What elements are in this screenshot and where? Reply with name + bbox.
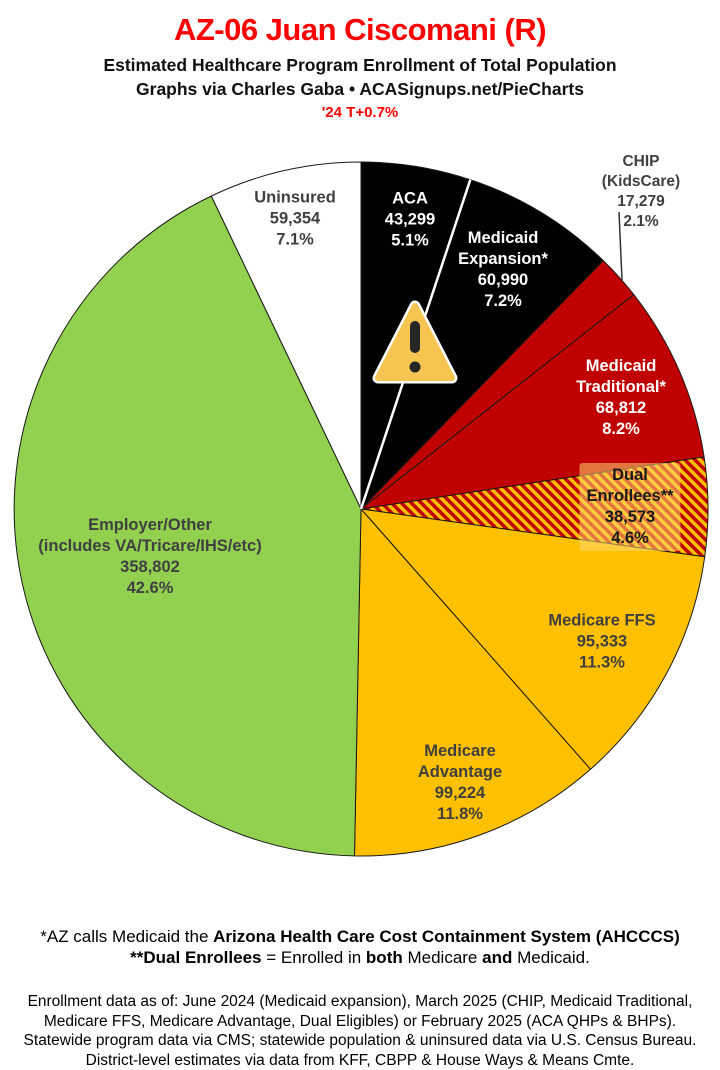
slice-label-medicaid-expansion: Medicaid Expansion* 60,990 7.2% (458, 229, 548, 310)
source-line: Enrollment data as of: June 2024 (Medica… (27, 993, 693, 1010)
pie-slice-medicare-ffs (360, 508, 706, 770)
text-run: **Dual Enrollees (130, 948, 262, 967)
source-line: Medicare FFS, Medicare Advantage, Dual E… (43, 1012, 677, 1030)
text-run: *AZ calls Medicaid the (40, 927, 214, 946)
slice-label-aca: ACA 43,299 5.1% (384, 189, 436, 250)
source-line: Statewide program data via CMS; statewid… (23, 1032, 697, 1049)
chart-byline: Graphs via Charles Gaba • ACASignups.net… (136, 79, 584, 99)
pie-slice-medicaid-expansion (360, 179, 604, 510)
text-run: Arizona Health Care Cost Containment Sys… (213, 927, 680, 946)
chip-leader-line (618, 211, 623, 281)
slice-label-medicaid-traditional: Medicaid Traditional* 68,812 8.2% (576, 357, 666, 438)
slice-label-uninsured: Uninsured 59,354 7.1% (254, 188, 336, 249)
pie-slice-uninsured (210, 161, 362, 510)
header: AZ-06 Juan Ciscomani (R) Estimated Healt… (0, 0, 720, 121)
warning-icon-exclamation-dot (409, 361, 421, 373)
source-line: District-level estimates via data from K… (85, 1051, 635, 1069)
slice-label-medicare-advantage: Medicare Advantage 99,224 11.8% (417, 742, 503, 823)
text-run: and (482, 948, 513, 967)
slice-label-medicare-ffs: Medicare FFS 95,333 11.3% (548, 611, 656, 672)
chart-subtitle: Estimated Healthcare Program Enrollment … (103, 55, 617, 75)
warning-icon (372, 300, 458, 384)
trend-annotation: '24 T+0.7% (321, 104, 399, 121)
data-source-notes: Enrollment data as of: June 2024 (Medica… (0, 992, 720, 1070)
footer: *AZ calls Medicaid the Arizona Health Ca… (0, 926, 720, 1070)
text-run: = Enrolled in (261, 948, 366, 967)
warning-icon-exclamation-bar (410, 321, 420, 353)
text-run: Medicare (402, 948, 483, 967)
footnote-ahcccs: *AZ calls Medicaid the Arizona Health Ca… (0, 926, 720, 947)
text-run: Medicaid. (512, 948, 590, 967)
slice-label-dual-enrollees: Dual Enrollees** 38,573 4.6% (579, 463, 681, 551)
slice-label-employer-other: Employer/Other (includes VA/Tricare/IHS/… (38, 516, 262, 597)
slice-label-chip: CHIP (KidsCare) 17,279 2.1% (601, 153, 681, 230)
pie-slice-employer-other (13, 195, 362, 857)
pie-slice-medicaid-traditional (360, 294, 705, 510)
text-run: both (365, 948, 403, 967)
page-title: AZ-06 Juan Ciscomani (R) (173, 12, 547, 47)
pie-slice-medicare-advantage (354, 508, 591, 857)
footnote-dual-enrollees: **Dual Enrollees = Enrolled in both Medi… (0, 947, 720, 968)
